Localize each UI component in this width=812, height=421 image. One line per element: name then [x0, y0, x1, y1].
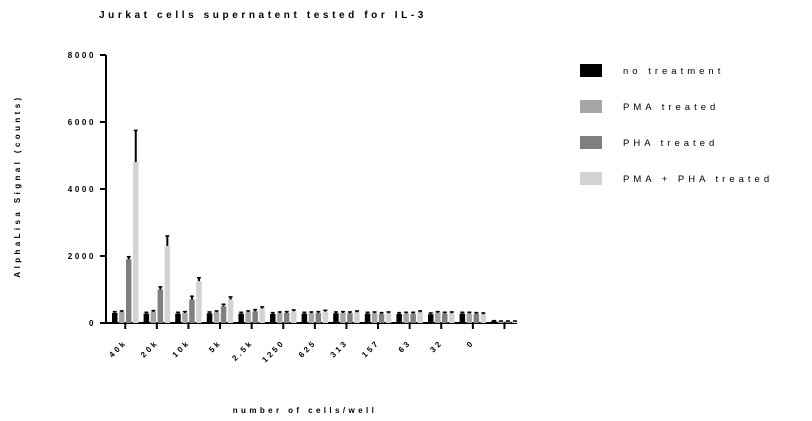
bar [466, 313, 473, 323]
legend-swatch [580, 136, 602, 149]
bar [378, 313, 385, 323]
bar [435, 312, 441, 323]
y-tick-label: 2000 [68, 252, 96, 261]
x-tick-label: 157 [360, 338, 381, 359]
bar [371, 313, 378, 323]
legend-swatch [580, 172, 602, 185]
bar [396, 313, 402, 323]
bar [512, 321, 518, 323]
bar [133, 162, 139, 323]
y-tick-label: 0 [89, 319, 96, 328]
bar [498, 321, 504, 323]
bar [270, 313, 276, 323]
legend: no treatment PMA treated PHA treated PMA + … [580, 64, 773, 185]
bar [259, 308, 265, 323]
bar [322, 311, 329, 323]
bar [385, 313, 392, 323]
bar [284, 312, 290, 323]
bar [403, 313, 409, 323]
bar [238, 313, 244, 323]
bar [220, 306, 227, 323]
bar [442, 313, 448, 323]
bar [252, 311, 258, 323]
bar [245, 312, 251, 323]
bar [189, 299, 195, 323]
bar [480, 314, 487, 323]
bar [126, 259, 132, 323]
y-axis-label: AlphaLisa Signal (counts) [13, 94, 22, 277]
x-tick-label: 32 [428, 338, 444, 354]
x-tick-label: 625 [297, 338, 318, 359]
error-bars-group [112, 129, 517, 322]
bar [308, 313, 315, 323]
x-tick-label: 20k [139, 338, 160, 359]
x-tick-label: 2.5k [230, 338, 255, 363]
x-tick-label: 10k [171, 338, 192, 359]
bar [196, 281, 202, 323]
chart-title: Jurkat cells supernatent tested for IL-3 [99, 10, 427, 21]
legend-label: PHA treated [623, 138, 718, 149]
legend-swatch [580, 100, 602, 113]
legend-label: no treatment [623, 66, 724, 77]
bar [175, 313, 181, 323]
bar [206, 313, 213, 323]
y-tick-label: 4000 [68, 185, 96, 194]
x-axis-ticks: 40k 20k 10k 5k 2.5k 1250 625 313 157 63 32 0 [107, 323, 506, 364]
y-tick-label: 6000 [68, 118, 96, 127]
bar [150, 311, 157, 323]
bar [354, 312, 360, 323]
legend-label: PMA + PHA treated [623, 174, 773, 185]
bar [182, 312, 188, 323]
bar [301, 313, 308, 323]
bar [315, 312, 322, 323]
bar [340, 312, 346, 323]
y-tick-label: 8000 [68, 51, 96, 60]
bar [143, 313, 150, 323]
bar [277, 313, 283, 323]
bar [410, 313, 416, 323]
bar [213, 312, 220, 323]
bar [505, 321, 511, 323]
bar [164, 245, 171, 323]
bar [459, 313, 466, 323]
bars-group [112, 162, 518, 323]
x-tick-label: 313 [329, 338, 350, 359]
y-axis-ticks: 0 2000 4000 6000 8000 [68, 51, 106, 328]
x-tick-label: 1250 [260, 338, 286, 364]
bar [119, 312, 125, 323]
legend-label: PMA treated [623, 102, 719, 113]
bar [491, 320, 497, 323]
bar [473, 313, 480, 323]
x-tick-label: 0 [465, 338, 476, 349]
bar [227, 299, 234, 323]
bar [333, 313, 339, 323]
x-tick-label: 40k [107, 338, 128, 359]
bar [417, 312, 423, 323]
bar [449, 313, 455, 323]
bar [291, 311, 297, 323]
x-tick-label: 63 [397, 338, 413, 354]
bar [428, 314, 434, 323]
x-tick-label: 5k [207, 338, 223, 354]
legend-swatch [580, 64, 602, 77]
bar [157, 289, 164, 323]
x-axis-label: number of cells/well [233, 406, 377, 415]
bar [112, 312, 118, 323]
bar [347, 313, 353, 323]
bar [364, 313, 371, 323]
